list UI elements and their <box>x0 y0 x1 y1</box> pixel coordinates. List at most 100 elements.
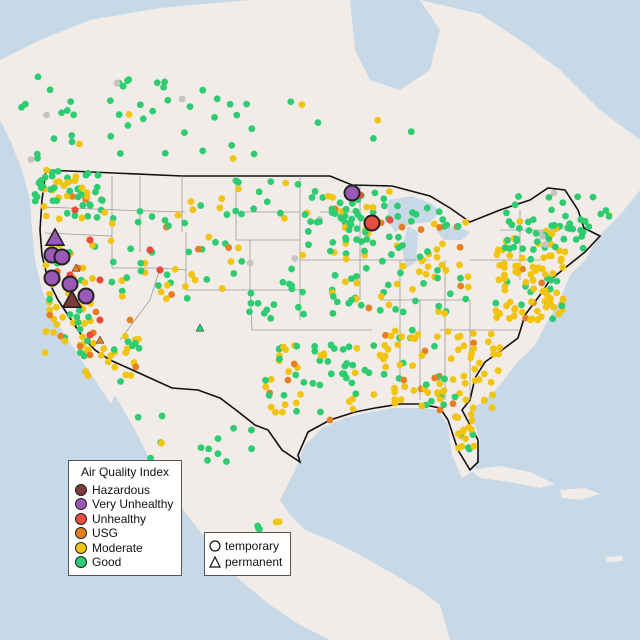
monitor-dot <box>284 376 292 384</box>
monitor-dot <box>524 218 532 226</box>
monitor-dot <box>456 332 464 340</box>
monitor-dot <box>496 261 504 269</box>
monitor-dot <box>116 150 124 157</box>
monitor-dot <box>547 300 555 308</box>
monitor-dot <box>515 224 523 232</box>
monitor-dot <box>31 190 39 198</box>
monitor-dot <box>549 270 557 277</box>
monitor-dot <box>585 223 593 230</box>
monitor-dot <box>149 107 157 115</box>
monitor-dot <box>230 270 238 277</box>
monitor-dot <box>494 367 502 375</box>
monitor-dot <box>316 218 323 225</box>
legend-item-hazardous: Hazardous <box>75 483 150 497</box>
monitor-dot <box>416 253 424 261</box>
monitor-dot <box>494 246 502 254</box>
monitor-dot <box>371 189 379 197</box>
monitor-dot <box>194 245 202 253</box>
monitor-dot <box>247 299 255 307</box>
monitor-dot <box>292 399 300 407</box>
monitor-dot <box>157 288 165 296</box>
monitor-dot <box>579 244 587 252</box>
monitor-dot <box>501 275 509 283</box>
monitor-dot <box>545 193 553 201</box>
monitor-dot <box>469 330 477 337</box>
monitor-dot <box>462 396 470 404</box>
monitor-dot <box>385 233 393 241</box>
monitor-dot <box>317 351 325 359</box>
monitor-dot <box>293 342 301 350</box>
monitor-dot <box>349 361 357 369</box>
monitor-dot <box>516 218 524 225</box>
monitor-dot <box>158 439 165 447</box>
monitor-dot <box>109 214 117 222</box>
monitor-dot <box>382 363 390 371</box>
monitor-dot <box>262 383 270 391</box>
monitor-dot <box>396 361 404 369</box>
monitor-dot <box>439 216 447 223</box>
hispaniola <box>560 488 600 500</box>
monitor-dot <box>182 282 189 290</box>
monitor-dot <box>248 125 256 133</box>
monitor-dot <box>121 332 129 340</box>
monitor-dot <box>501 244 509 252</box>
monitor-dot <box>454 222 462 230</box>
monitor-dot <box>66 311 74 318</box>
monitor-dot <box>216 204 224 212</box>
monitor-dot <box>168 291 176 298</box>
monitor-dot <box>417 226 425 233</box>
monitor-dot <box>435 208 443 216</box>
monitor-dot <box>78 214 86 222</box>
monitor-dot <box>488 404 496 412</box>
monitor-dot <box>276 209 284 217</box>
monitor-dot <box>480 370 488 378</box>
monitor-dot <box>50 329 57 336</box>
monitor-dot <box>327 341 335 349</box>
monitor-dot <box>71 212 79 220</box>
monitor-dot <box>148 213 156 220</box>
monitor-dot <box>79 201 87 209</box>
monitor-dot <box>234 178 242 186</box>
monitor-dot <box>449 400 457 408</box>
monitor-dot <box>515 193 522 200</box>
monitor-dot <box>98 196 105 204</box>
monitor-dot <box>361 228 369 236</box>
monitor-dot <box>317 408 324 416</box>
monitor-dot <box>435 302 443 310</box>
monitor-dot <box>54 167 62 175</box>
monitor-dot <box>308 194 316 201</box>
monitor-dot <box>512 262 520 270</box>
monitor-dot <box>66 187 74 195</box>
monitor-dot <box>70 111 78 119</box>
monitor-dot <box>504 236 511 244</box>
monitor-dot <box>118 292 126 300</box>
monitor-dot <box>385 301 393 309</box>
monitor-type-legend: temporary permanent <box>204 532 291 576</box>
monitor-dot <box>324 357 332 365</box>
monitor-dot <box>309 379 317 387</box>
monitor-dot <box>376 351 384 359</box>
monitor-dot <box>329 309 337 317</box>
monitor-dot <box>393 280 401 288</box>
monitor-dot <box>46 296 54 303</box>
monitor-dot <box>462 218 470 226</box>
monitor-dot <box>199 86 207 94</box>
monitor-dot <box>288 285 296 293</box>
monitor-dot <box>235 185 242 193</box>
puerto-rico <box>606 556 623 562</box>
monitor-dot <box>319 194 327 201</box>
monitor-dot <box>214 450 222 458</box>
monitor-dot <box>279 278 287 286</box>
legend-item-very-unhealthy: Very Unhealthy <box>75 497 173 511</box>
monitor-dot <box>339 370 346 378</box>
monitor-dot <box>408 334 415 342</box>
monitor-dot <box>316 357 324 364</box>
monitor-dot <box>247 289 255 297</box>
monitor-dot <box>559 295 567 303</box>
monitor-dot <box>416 268 423 276</box>
monitor-dot <box>597 210 605 218</box>
monitor-dot <box>81 279 89 286</box>
monitor-dot <box>502 302 510 310</box>
monitor-dot <box>336 199 344 207</box>
